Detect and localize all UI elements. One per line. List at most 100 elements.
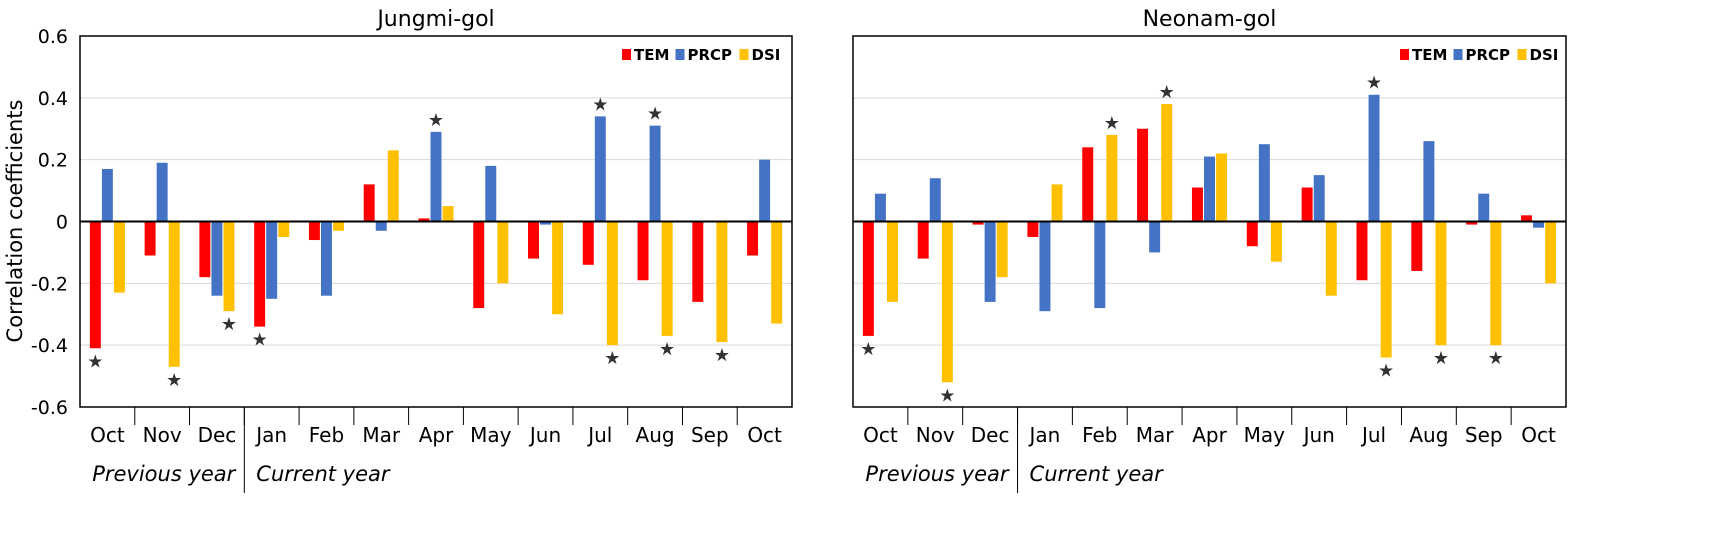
bar-dsi-feb — [333, 221, 344, 231]
bar-tem-feb — [1082, 147, 1094, 222]
significance-star: ★ — [1159, 82, 1175, 103]
month-label-nov: Nov — [143, 423, 182, 447]
y-tick-label: 0 — [56, 212, 68, 234]
bar-tem-dec — [199, 221, 211, 278]
bar-tem-feb — [308, 221, 320, 241]
bar-prcp-jan — [266, 221, 278, 299]
bar-dsi-oct — [1545, 221, 1557, 284]
bar-dsi-apr — [442, 206, 454, 222]
bar-tem-dec — [972, 221, 984, 225]
legend-swatch-tem — [1400, 49, 1409, 60]
bar-prcp-feb — [320, 221, 332, 296]
significance-star: ★ — [1104, 113, 1120, 134]
bar-tem-oct — [862, 221, 874, 336]
bar-tem-apr — [418, 218, 430, 222]
month-label-jan: Jan — [254, 423, 287, 447]
significance-star: ★ — [252, 330, 268, 351]
chart-title: Jungmi-gol — [375, 7, 494, 32]
bar-tem-may — [473, 221, 485, 309]
bar-prcp-jun — [1313, 175, 1325, 222]
bar-tem-jul — [582, 221, 594, 265]
bar-tem-mar — [363, 184, 375, 222]
significance-star: ★ — [1378, 361, 1394, 382]
legend-label-prcp: PRCP — [688, 46, 733, 64]
month-label-sep: Sep — [1465, 423, 1503, 447]
legend-swatch-dsi — [739, 49, 749, 60]
month-label-mar: Mar — [1136, 423, 1175, 447]
legend-label-tem: TEM — [634, 46, 669, 64]
legend-label-prcp: PRCP — [1466, 46, 1511, 64]
bar-dsi-jun — [552, 221, 564, 315]
bar-prcp-jul — [1368, 94, 1380, 222]
period-label-previous-year: Previous year — [865, 462, 1009, 486]
month-label-dec: Dec — [198, 423, 237, 447]
period-label-previous-year: Previous year — [92, 462, 236, 486]
bar-dsi-oct — [887, 221, 898, 302]
bar-prcp-may — [1258, 144, 1270, 222]
month-label-aug: Aug — [1409, 423, 1448, 447]
legend-swatch-tem — [622, 49, 631, 60]
month-label-jun: Jun — [528, 423, 561, 447]
chart-panel-jungmi-gol: 0.6 0.4 0.2 0 -0.2 -0.4 -0.6 ★ ★ ★ ★ ★ ★ ★ ★ ★ ★ Jungmi-g… — [31, 7, 793, 493]
month-label-jun: Jun — [1302, 423, 1335, 447]
significance-star: ★ — [647, 104, 663, 125]
bar-tem-jun — [528, 221, 539, 259]
significance-star: ★ — [659, 339, 675, 360]
period-label-current-year: Current year — [1030, 462, 1165, 486]
bar-tem-jun — [1301, 187, 1313, 222]
significance-star: ★ — [714, 345, 730, 366]
month-label-sep: Sep — [691, 423, 729, 447]
bar-tem-oct — [747, 221, 759, 256]
month-label-mar: Mar — [362, 423, 401, 447]
legend-label-dsi: DSI — [1530, 46, 1559, 64]
bar-prcp-oct — [101, 168, 113, 222]
bar-prcp-mar — [1149, 221, 1161, 253]
bar-tem-oct — [89, 221, 101, 349]
bar-dsi-oct — [771, 221, 783, 324]
bar-dsi-nov — [941, 221, 953, 383]
bar-dsi-mar — [387, 150, 399, 222]
y-tick-label: -0.6 — [31, 397, 68, 419]
legend-label-dsi: DSI — [752, 46, 781, 64]
significance-star: ★ — [1366, 73, 1382, 94]
bar-dsi-dec — [223, 221, 235, 312]
y-tick-label: -0.4 — [31, 335, 68, 357]
bar-prcp-oct — [874, 193, 886, 222]
month-label-feb: Feb — [1082, 423, 1117, 447]
bar-dsi-sep — [716, 221, 728, 343]
bar-dsi-apr — [1216, 153, 1228, 222]
significance-star: ★ — [939, 385, 955, 406]
y-tick-label: 0.2 — [38, 150, 68, 172]
month-label-aug: Aug — [636, 423, 675, 447]
bar-prcp-may — [485, 165, 497, 222]
bar-tem-apr — [1191, 187, 1203, 222]
bar-tem-nov — [917, 221, 929, 259]
plot-frame — [852, 35, 1567, 408]
significance-star: ★ — [87, 351, 103, 372]
bar-dsi-feb — [1106, 134, 1118, 222]
month-label-feb: Feb — [309, 423, 344, 447]
month-label-may: May — [1244, 423, 1286, 447]
significance-star: ★ — [428, 110, 444, 131]
bar-prcp-oct — [759, 159, 771, 222]
month-label-jul: Jul — [1360, 423, 1386, 447]
legend-swatch-prcp — [675, 49, 685, 60]
bar-dsi-jul — [1380, 221, 1392, 358]
bar-prcp-mar — [375, 221, 387, 231]
bar-tem-sep — [692, 221, 704, 302]
month-label-oct: Oct — [90, 423, 125, 447]
plot-frame — [79, 35, 793, 408]
bar-dsi-dec — [996, 221, 1008, 278]
chart-title: Neonam-gol — [1143, 7, 1277, 32]
legend-label-tem: TEM — [1412, 46, 1447, 64]
bar-dsi-nov — [168, 221, 180, 367]
significance-star: ★ — [166, 370, 182, 391]
bar-dsi-sep — [1490, 221, 1502, 346]
bar-tem-oct — [1521, 215, 1532, 222]
bar-tem-jan — [1027, 221, 1039, 237]
month-label-jul: Jul — [586, 423, 612, 447]
bar-dsi-may — [1270, 221, 1282, 262]
bar-prcp-feb — [1094, 221, 1106, 309]
